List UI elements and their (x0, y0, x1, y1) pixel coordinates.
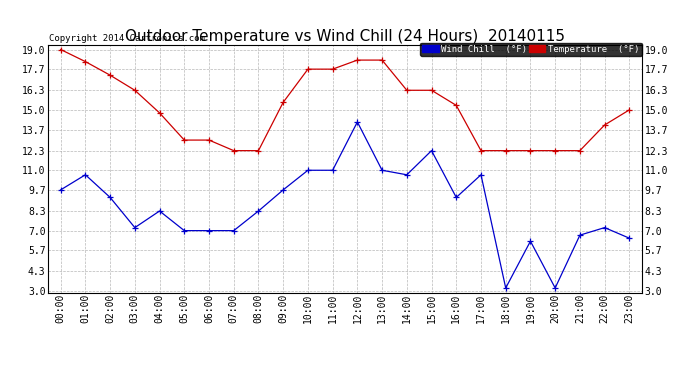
Legend: Wind Chill  (°F), Temperature  (°F): Wind Chill (°F), Temperature (°F) (420, 42, 642, 56)
Text: Copyright 2014 Cartronics.com: Copyright 2014 Cartronics.com (49, 33, 205, 42)
Title: Outdoor Temperature vs Wind Chill (24 Hours)  20140115: Outdoor Temperature vs Wind Chill (24 Ho… (125, 29, 565, 44)
